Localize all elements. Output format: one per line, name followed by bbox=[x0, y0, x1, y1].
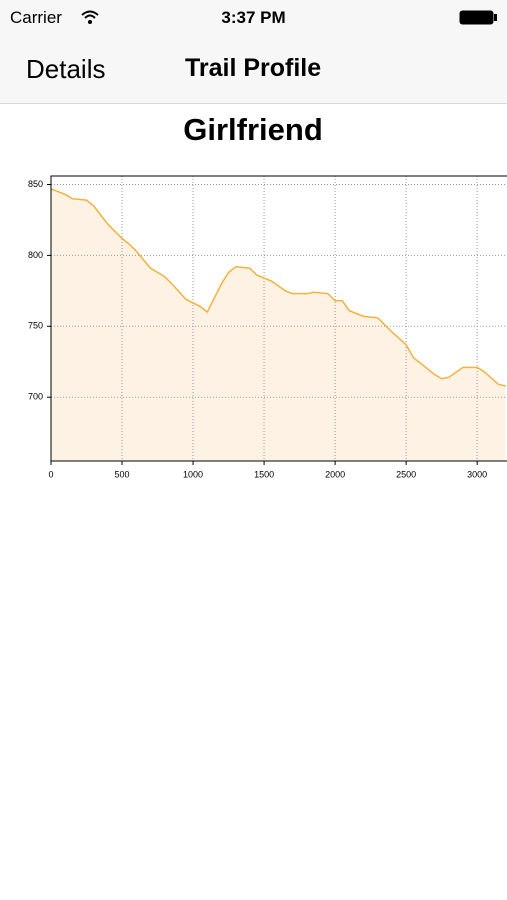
x-tick-label: 1000 bbox=[183, 469, 203, 479]
area-fill bbox=[51, 188, 506, 461]
x-tick-label: 2500 bbox=[396, 469, 416, 479]
chart: Girlfriend 700 750 800 850 0 500 1000 1500 2000 2… bbox=[28, 112, 507, 479]
y-tick-label: 750 bbox=[28, 321, 43, 331]
axis-frame bbox=[50, 175, 507, 462]
x-tick-label: 500 bbox=[115, 469, 130, 479]
x-tick-label: 3000 bbox=[467, 469, 487, 479]
x-tick-label: 1500 bbox=[254, 469, 274, 479]
carrier: Carrier bbox=[10, 8, 62, 27]
x-tick-label: 0 bbox=[48, 469, 53, 479]
y-tick-label: 700 bbox=[28, 392, 43, 402]
y-tick-label: 850 bbox=[28, 179, 43, 189]
wifi-icon bbox=[81, 10, 99, 24]
y-tick-label: 800 bbox=[28, 250, 43, 260]
line bbox=[51, 188, 506, 387]
nav-title: Trail Profile bbox=[185, 54, 322, 82]
battery-icon bbox=[459, 10, 497, 25]
status-bar: Carrier 3:37 PM bbox=[0, 0, 507, 38]
x-tick-label: 2000 bbox=[325, 469, 345, 479]
nav-bar: Details Trail Profile bbox=[0, 38, 507, 104]
back-button[interactable]: Details bbox=[26, 54, 106, 84]
time: 3:37 PM bbox=[221, 8, 286, 27]
chart-title: Girlfriend bbox=[183, 112, 323, 147]
